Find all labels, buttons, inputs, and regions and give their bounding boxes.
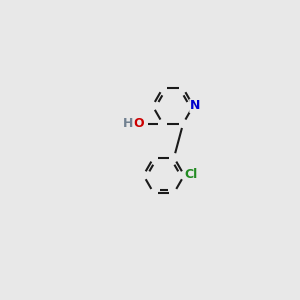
Text: O: O: [133, 117, 144, 130]
Text: H: H: [123, 117, 134, 130]
Text: N: N: [190, 99, 200, 112]
Text: Cl: Cl: [184, 168, 197, 181]
